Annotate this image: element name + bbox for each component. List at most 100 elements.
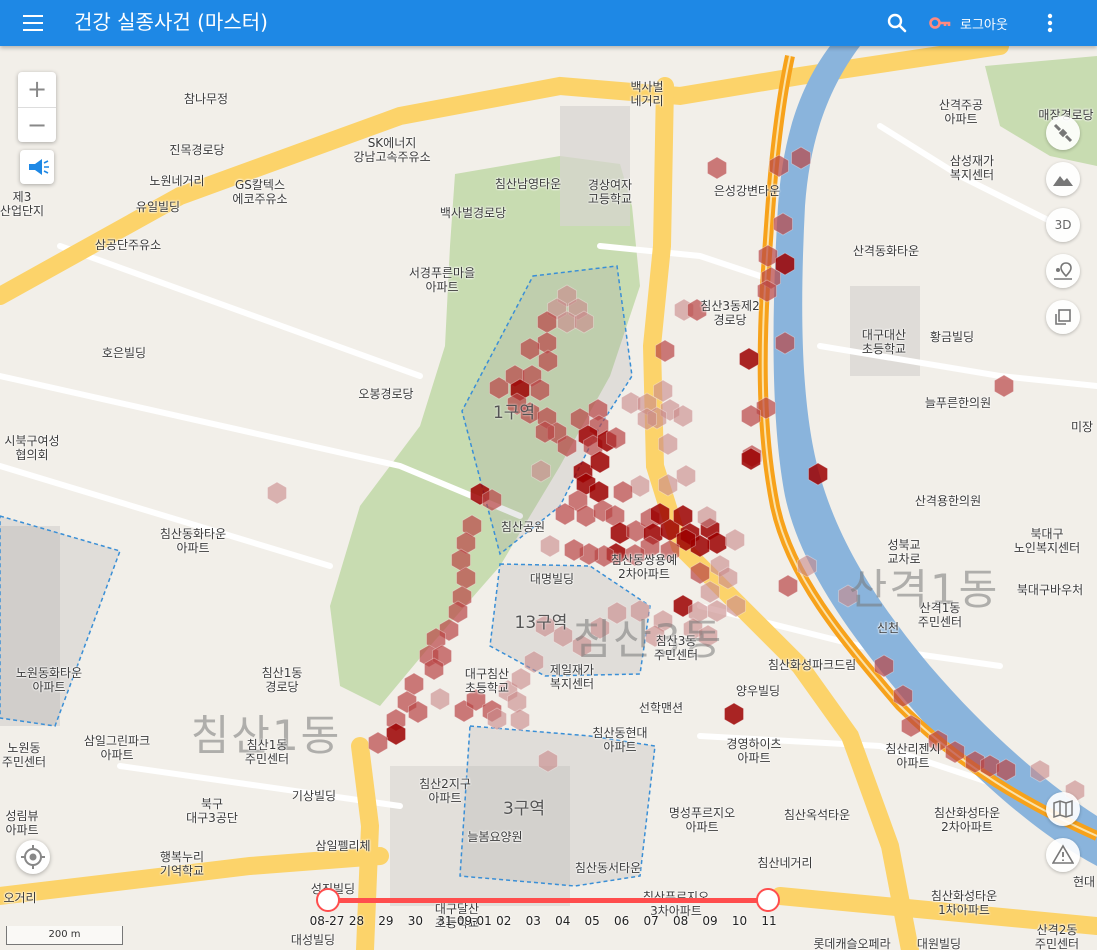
incident-hex[interactable]	[893, 684, 913, 708]
incident-hex[interactable]	[698, 624, 718, 648]
range-track[interactable]	[327, 898, 769, 903]
satellite-button[interactable]	[1046, 116, 1080, 150]
incident-hex[interactable]	[510, 708, 530, 732]
incident-hex[interactable]	[557, 434, 577, 458]
range-start-handle[interactable]	[316, 888, 340, 912]
incident-hex[interactable]	[758, 244, 778, 268]
incident-hex[interactable]	[653, 379, 673, 403]
incident-hex[interactable]	[838, 584, 858, 608]
incident-hex[interactable]	[725, 528, 745, 552]
zoom-in-button[interactable]: +	[18, 72, 56, 108]
more-vert-icon[interactable]	[1040, 11, 1060, 35]
incident-hex[interactable]	[874, 654, 894, 678]
incident-hex[interactable]	[741, 447, 761, 471]
incident-hex[interactable]	[630, 474, 650, 498]
range-end-handle[interactable]	[756, 888, 780, 912]
incident-hex[interactable]	[690, 561, 710, 585]
incident-hex[interactable]	[660, 539, 680, 563]
incident-hex[interactable]	[645, 624, 665, 648]
incident-hex[interactable]	[676, 464, 696, 488]
incident-hex[interactable]	[994, 374, 1014, 398]
incident-hex[interactable]	[555, 502, 575, 526]
incident-hex[interactable]	[676, 528, 696, 552]
incident-hex[interactable]	[718, 566, 738, 590]
warning-button[interactable]	[1046, 838, 1080, 872]
incident-hex[interactable]	[965, 750, 985, 774]
incident-hex[interactable]	[368, 731, 388, 755]
incident-hex[interactable]	[637, 407, 657, 431]
incident-hex[interactable]	[683, 617, 703, 641]
incident-hex[interactable]	[613, 480, 633, 504]
incident-hex[interactable]	[630, 599, 650, 623]
incident-hex[interactable]	[524, 650, 544, 674]
poi-button[interactable]	[1046, 254, 1080, 288]
incident-hex[interactable]	[606, 426, 626, 450]
incident-hex[interactable]	[808, 462, 828, 486]
incident-hex[interactable]	[797, 554, 817, 578]
incident-hex[interactable]	[650, 502, 670, 526]
incident-hex[interactable]	[424, 657, 444, 681]
date-range-slider[interactable]: 08-27 28 29 30 31 09-01 02 03 04 05 06 07 08 09 10 11	[300, 874, 800, 950]
incident-hex[interactable]	[655, 339, 675, 363]
incident-hex[interactable]	[757, 279, 777, 303]
incident-hex[interactable]	[673, 404, 693, 428]
incident-hex[interactable]	[466, 688, 486, 712]
incident-hex[interactable]	[791, 146, 811, 170]
incident-hex[interactable]	[724, 702, 744, 726]
incident-hex[interactable]	[640, 535, 660, 559]
incident-hex[interactable]	[945, 740, 965, 764]
layer-button[interactable]	[1046, 300, 1080, 334]
incident-hex[interactable]	[1030, 759, 1050, 783]
incident-hex[interactable]	[511, 667, 531, 691]
incident-hex[interactable]	[901, 714, 921, 738]
announce-button[interactable]	[20, 150, 54, 184]
incident-hex[interactable]	[531, 459, 551, 483]
incident-hex[interactable]	[773, 212, 793, 236]
incident-hex[interactable]	[564, 538, 584, 562]
menu-icon[interactable]	[20, 10, 46, 36]
zoom-out-button[interactable]: −	[26, 111, 48, 139]
incident-hex[interactable]	[538, 349, 558, 373]
incident-hex[interactable]	[707, 156, 727, 180]
incident-hex[interactable]	[673, 504, 693, 528]
incident-hex[interactable]	[687, 298, 707, 322]
locate-button[interactable]	[16, 840, 50, 874]
incident-hex[interactable]	[739, 347, 759, 371]
map-type-button[interactable]	[1046, 792, 1080, 826]
incident-hex[interactable]	[404, 672, 424, 696]
incident-hex[interactable]	[996, 758, 1016, 782]
view-3d-button[interactable]: 3D	[1046, 208, 1080, 242]
incident-hex[interactable]	[697, 505, 717, 529]
search-icon[interactable]	[885, 11, 909, 35]
incident-hex[interactable]	[673, 594, 693, 618]
map-view[interactable]: 침산1동 침산3동 산격1동 참나무정 백사벌 네거리 진목경로당 SK에너지 강남고속주유소 노…	[0, 46, 1097, 950]
incident-hex[interactable]	[530, 378, 550, 402]
incident-hex[interactable]	[520, 401, 540, 425]
incident-hex[interactable]	[487, 707, 507, 731]
incident-hex[interactable]	[607, 601, 627, 625]
incident-hex[interactable]	[448, 600, 468, 624]
incident-hex[interactable]	[700, 580, 720, 604]
incident-hex[interactable]	[726, 594, 746, 618]
incident-hex[interactable]	[535, 420, 555, 444]
incident-hex[interactable]	[540, 534, 560, 558]
incident-hex[interactable]	[590, 616, 610, 640]
incident-hex[interactable]	[658, 432, 678, 456]
incident-hex[interactable]	[980, 754, 1000, 778]
incident-hex[interactable]	[928, 729, 948, 753]
incident-hex[interactable]	[520, 337, 540, 361]
incident-hex[interactable]	[590, 450, 610, 474]
incident-hex[interactable]	[430, 687, 450, 711]
incident-hex[interactable]	[741, 404, 761, 428]
incident-hex[interactable]	[769, 154, 789, 178]
incident-hex[interactable]	[778, 574, 798, 598]
incident-hex[interactable]	[756, 396, 776, 420]
terrain-button[interactable]	[1046, 162, 1080, 196]
incident-hex[interactable]	[658, 473, 678, 497]
logout-button[interactable]: 로그아웃	[928, 11, 1008, 35]
incident-hex[interactable]	[574, 310, 594, 334]
incident-hex[interactable]	[482, 488, 502, 512]
incident-hex[interactable]	[775, 331, 795, 355]
incident-hex[interactable]	[535, 614, 555, 638]
incident-hex[interactable]	[408, 700, 428, 724]
